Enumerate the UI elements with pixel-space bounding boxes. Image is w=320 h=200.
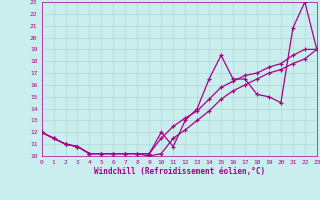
X-axis label: Windchill (Refroidissement éolien,°C): Windchill (Refroidissement éolien,°C) — [94, 167, 265, 176]
